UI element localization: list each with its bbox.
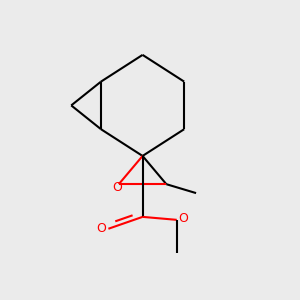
Text: O: O [112, 181, 122, 194]
Text: O: O [96, 222, 106, 235]
Text: O: O [178, 212, 188, 225]
